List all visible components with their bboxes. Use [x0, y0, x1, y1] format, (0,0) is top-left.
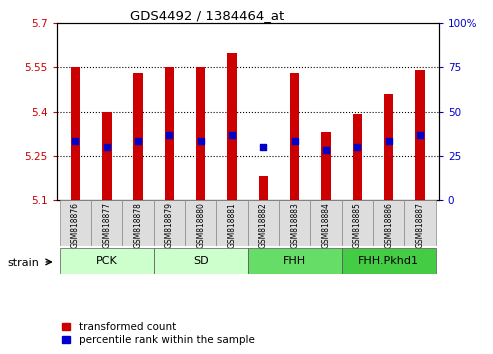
Text: FHH.Pkhd1: FHH.Pkhd1 [358, 256, 419, 266]
Point [291, 138, 299, 144]
Text: GSM818886: GSM818886 [384, 202, 393, 248]
Bar [247, 200, 279, 246]
Bar [122, 200, 154, 246]
Bar [60, 248, 154, 274]
Bar [71, 67, 80, 200]
Text: strain: strain [7, 258, 39, 268]
Bar [279, 200, 311, 246]
Bar [342, 248, 436, 274]
Bar [373, 200, 404, 246]
Text: SD: SD [193, 256, 209, 266]
Text: FHH: FHH [283, 256, 306, 266]
Text: GSM818880: GSM818880 [196, 202, 205, 248]
Bar [196, 67, 206, 200]
Bar [165, 67, 174, 200]
Bar [290, 73, 299, 200]
Text: GSM818885: GSM818885 [353, 202, 362, 248]
Bar [247, 248, 342, 274]
Text: GSM818883: GSM818883 [290, 202, 299, 248]
Point [197, 138, 205, 144]
Point [103, 144, 111, 150]
Bar [154, 248, 247, 274]
Text: GSM818882: GSM818882 [259, 202, 268, 248]
Bar [60, 200, 91, 246]
Bar [185, 200, 216, 246]
Bar [154, 200, 185, 246]
Text: GSM818876: GSM818876 [71, 202, 80, 248]
Text: GSM818881: GSM818881 [228, 202, 237, 248]
Text: GSM818878: GSM818878 [134, 202, 142, 248]
Point [322, 147, 330, 153]
Point [353, 144, 361, 150]
Bar [216, 200, 247, 246]
Bar [259, 176, 268, 200]
Bar [415, 70, 424, 200]
Point [228, 132, 236, 138]
Text: GSM818887: GSM818887 [416, 202, 424, 248]
Bar [404, 200, 436, 246]
Bar [342, 200, 373, 246]
Point [416, 132, 424, 138]
Point [166, 132, 174, 138]
Point [259, 144, 267, 150]
Bar [311, 200, 342, 246]
Point [71, 138, 79, 144]
Bar [384, 94, 393, 200]
Text: PCK: PCK [96, 256, 118, 266]
Legend: transformed count, percentile rank within the sample: transformed count, percentile rank withi… [62, 322, 254, 345]
Bar [134, 73, 143, 200]
Bar [91, 200, 122, 246]
Text: GSM818884: GSM818884 [321, 202, 330, 248]
Bar [227, 52, 237, 200]
Text: GSM818879: GSM818879 [165, 202, 174, 248]
Bar [102, 112, 111, 200]
Bar [352, 114, 362, 200]
Text: GDS4492 / 1384464_at: GDS4492 / 1384464_at [130, 9, 284, 22]
Point [385, 138, 392, 144]
Point [134, 138, 142, 144]
Bar [321, 132, 331, 200]
Text: GSM818877: GSM818877 [103, 202, 111, 248]
